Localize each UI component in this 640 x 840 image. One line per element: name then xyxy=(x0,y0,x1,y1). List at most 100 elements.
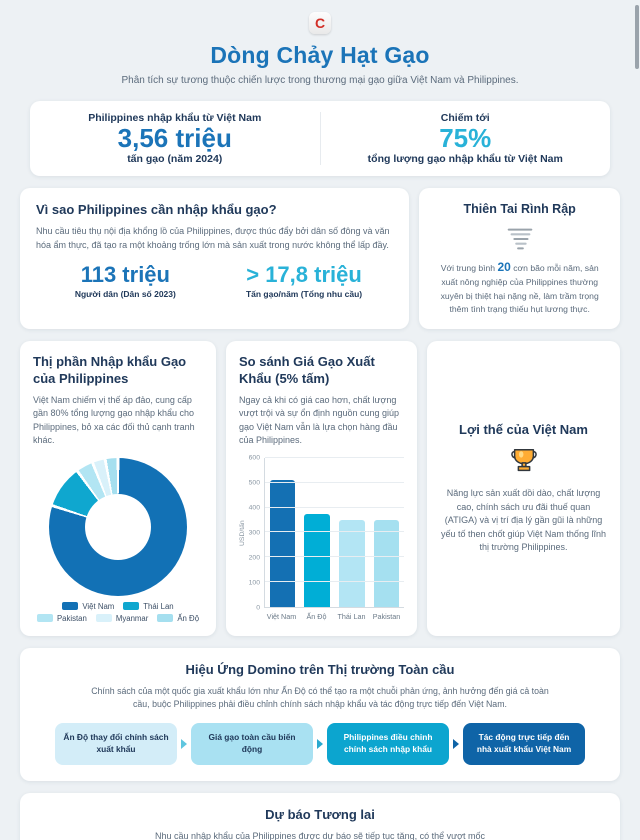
site-logo-icon: C xyxy=(309,12,331,34)
advantage-title: Lợi thế của Việt Nam xyxy=(459,422,588,438)
why-import-body: Nhu cầu tiêu thụ nội địa khổng lồ của Ph… xyxy=(36,226,390,250)
market-share-chart xyxy=(49,457,187,596)
x-tick-label: Pakistan xyxy=(372,611,401,621)
demand-label: Tấn gạo/năm (Tổng nhu cầu) xyxy=(245,289,363,300)
trophy-icon xyxy=(509,445,539,475)
market-share-body: Việt Nam chiếm vị thế áp đảo, cung cấp g… xyxy=(33,394,195,446)
domino-card: Hiệu Ứng Domino trên Thị trường Toàn cầu… xyxy=(20,647,620,782)
x-tick-label: Ấn Độ xyxy=(306,611,327,621)
row-why-disaster: Vì sao Philippines cần nhập khẩu gạo? Nh… xyxy=(20,188,620,330)
legend-label: Myanmar xyxy=(115,613,149,623)
donut-hole xyxy=(85,493,151,560)
y-tick-label: 600 xyxy=(248,454,260,462)
disaster-card: Thiên Tai Rình Rập Với trung bình 20 cơn… xyxy=(419,188,620,330)
arrow-right-icon xyxy=(181,739,187,750)
legend-item[interactable]: Myanmar xyxy=(95,613,149,623)
legend-swatch xyxy=(62,602,79,611)
domino-step: Tác động trực tiếp đến nhà xuất khẩu Việ… xyxy=(463,723,585,766)
legend-swatch xyxy=(157,614,174,623)
storm-count: 20 xyxy=(497,259,511,274)
legend-label: Ấn Độ xyxy=(177,613,200,623)
y-axis-label: USD/tấn xyxy=(239,520,246,546)
legend-item[interactable]: Ấn Độ xyxy=(157,614,199,623)
import-volume-stat: Philippines nhập khẩu từ Việt Nam 3,56 t… xyxy=(30,112,320,166)
bar-chart-area: 0 100 200 300 400 500 600 Việt Nam Ấn Độ Thái La… xyxy=(246,454,404,621)
forecast-lead: Nhu cầu nhập khẩu của Philippines được d… xyxy=(154,831,486,840)
legend-swatch xyxy=(36,614,53,623)
demand-value: > 17,8 triệu xyxy=(246,262,362,288)
legend-label: Pakistan xyxy=(56,613,87,623)
import-share-unit: tổng lượng gạo nhập khẩu từ Việt Nam xyxy=(367,153,563,166)
gridline xyxy=(265,531,404,533)
legend-label: Việt Nam xyxy=(82,601,115,611)
legend-item[interactable]: Pakistan xyxy=(36,613,87,623)
arrow-right-icon xyxy=(317,739,323,750)
top-stats-card: Philippines nhập khẩu từ Việt Nam 3,56 t… xyxy=(30,100,611,177)
gridline xyxy=(265,581,404,583)
bar-slot xyxy=(300,458,335,607)
gridline xyxy=(265,456,404,458)
advantage-body: Năng lực sản xuất dồi dào, chất lượng ca… xyxy=(441,488,606,553)
import-volume-label: Philippines nhập khẩu từ Việt Nam xyxy=(88,111,262,124)
tornado-icon xyxy=(505,224,535,254)
legend-label: Thái Lan xyxy=(143,601,174,611)
why-import-card: Vì sao Philippines cần nhập khẩu gạo? Nh… xyxy=(20,188,410,330)
bar xyxy=(304,513,330,607)
y-tick-label: 300 xyxy=(248,529,260,537)
y-tick-label: 0 xyxy=(256,604,260,612)
bar xyxy=(339,520,365,607)
arrow-right-icon xyxy=(453,739,459,750)
row-charts: Thị phần Nhập khẩu Gạo của Philippines V… xyxy=(20,341,620,636)
bar xyxy=(373,519,400,607)
why-import-stats: 113 triệu Người dân (Dân số 2023) > 17,8… xyxy=(36,262,393,299)
import-volume-unit: tấn gạo (năm 2024) xyxy=(127,153,223,166)
why-import-title: Vì sao Philippines cần nhập khẩu gạo? xyxy=(36,202,277,218)
y-tick-label: 200 xyxy=(248,554,260,562)
header: C Dòng Chảy Hạt Gạo Phân tích sự tương t… xyxy=(0,12,640,89)
forecast-card: Dự báo Tương lai Nhu cầu nhập khẩu của P… xyxy=(20,793,620,840)
disaster-body: Với trung bình 20 cơn bão mỗi năm, sản x… xyxy=(440,259,599,314)
domino-step: Ấn Độ thay đổi chính sách xuất khẩu xyxy=(55,723,177,766)
domino-steps: Ấn Độ thay đổi chính sách xuất khẩu Giá g… xyxy=(38,723,602,766)
market-share-legend: Việt Nam Thái Lan Pakistan Myanmar Ấn Độ xyxy=(33,602,203,623)
price-compare-card: So sánh Giá Gạo Xuất Khẩu (5% tấm) Ngay … xyxy=(226,341,417,636)
legend-item[interactable]: Việt Nam xyxy=(62,602,114,611)
legend-swatch xyxy=(123,602,140,611)
bar xyxy=(269,480,296,607)
gridline xyxy=(265,481,404,483)
price-bar-chart: USD/tấn 0 100 200 300 400 500 600 Việt Nam Ấn Đ… xyxy=(239,454,404,621)
y-tick-label: 500 xyxy=(248,479,260,487)
import-share-value: 75% xyxy=(439,122,492,153)
population-label: Người dân (Dân số 2023) xyxy=(74,289,176,300)
import-volume-value: 3,56 triệu xyxy=(117,122,232,153)
plot-area xyxy=(264,456,404,608)
y-tick-label: 400 xyxy=(248,504,260,512)
domino-body: Chính sách của một quốc gia xuất khẩu lớ… xyxy=(91,685,549,710)
x-tick-label: Thái Lan xyxy=(337,611,366,621)
advantage-card: Lợi thế của Việt Nam Năng lực sản xuất xyxy=(427,341,620,636)
y-tick-label: 100 xyxy=(248,579,260,587)
import-share-stat: Chiếm tới 75% tổng lượng gạo nhập khẩu t… xyxy=(319,111,611,166)
page-title: Dòng Chảy Hạt Gạo xyxy=(210,42,430,68)
import-share-label: Chiếm tới xyxy=(440,111,490,124)
x-tick-label: Việt Nam xyxy=(266,611,297,621)
market-share-title: Thị phần Nhập khẩu Gạo của Philippines xyxy=(33,354,187,387)
x-axis-labels: Việt Nam Ấn Độ Thái Lan Pakistan xyxy=(264,612,404,621)
domino-step: Giá gạo toàn cầu biến động xyxy=(191,723,313,766)
legend-item[interactable]: Thái Lan xyxy=(123,601,174,611)
price-compare-title: So sánh Giá Gạo Xuất Khẩu (5% tấm) xyxy=(239,354,375,387)
forecast-title: Dự báo Tương lai xyxy=(265,807,375,823)
market-share-card: Thị phần Nhập khẩu Gạo của Philippines V… xyxy=(20,341,216,636)
bar-slot xyxy=(369,458,404,607)
demand-stat: > 17,8 triệu Tấn gạo/năm (Tổng nhu cầu) xyxy=(215,262,394,299)
bar-slot xyxy=(265,458,300,607)
disaster-title: Thiên Tai Rình Rập xyxy=(463,202,576,217)
price-compare-body: Ngay cả khi có giá cao hơn, chất lượng v… xyxy=(239,394,400,446)
scrollbar-thumb[interactable] xyxy=(635,5,639,69)
page-subtitle: Phân tích sự tương thuộc chiến lược tron… xyxy=(121,75,519,86)
y-axis-ticks: 0 100 200 300 400 500 600 xyxy=(246,454,264,612)
population-value: 113 triệu xyxy=(80,262,170,288)
gridline xyxy=(265,506,404,508)
